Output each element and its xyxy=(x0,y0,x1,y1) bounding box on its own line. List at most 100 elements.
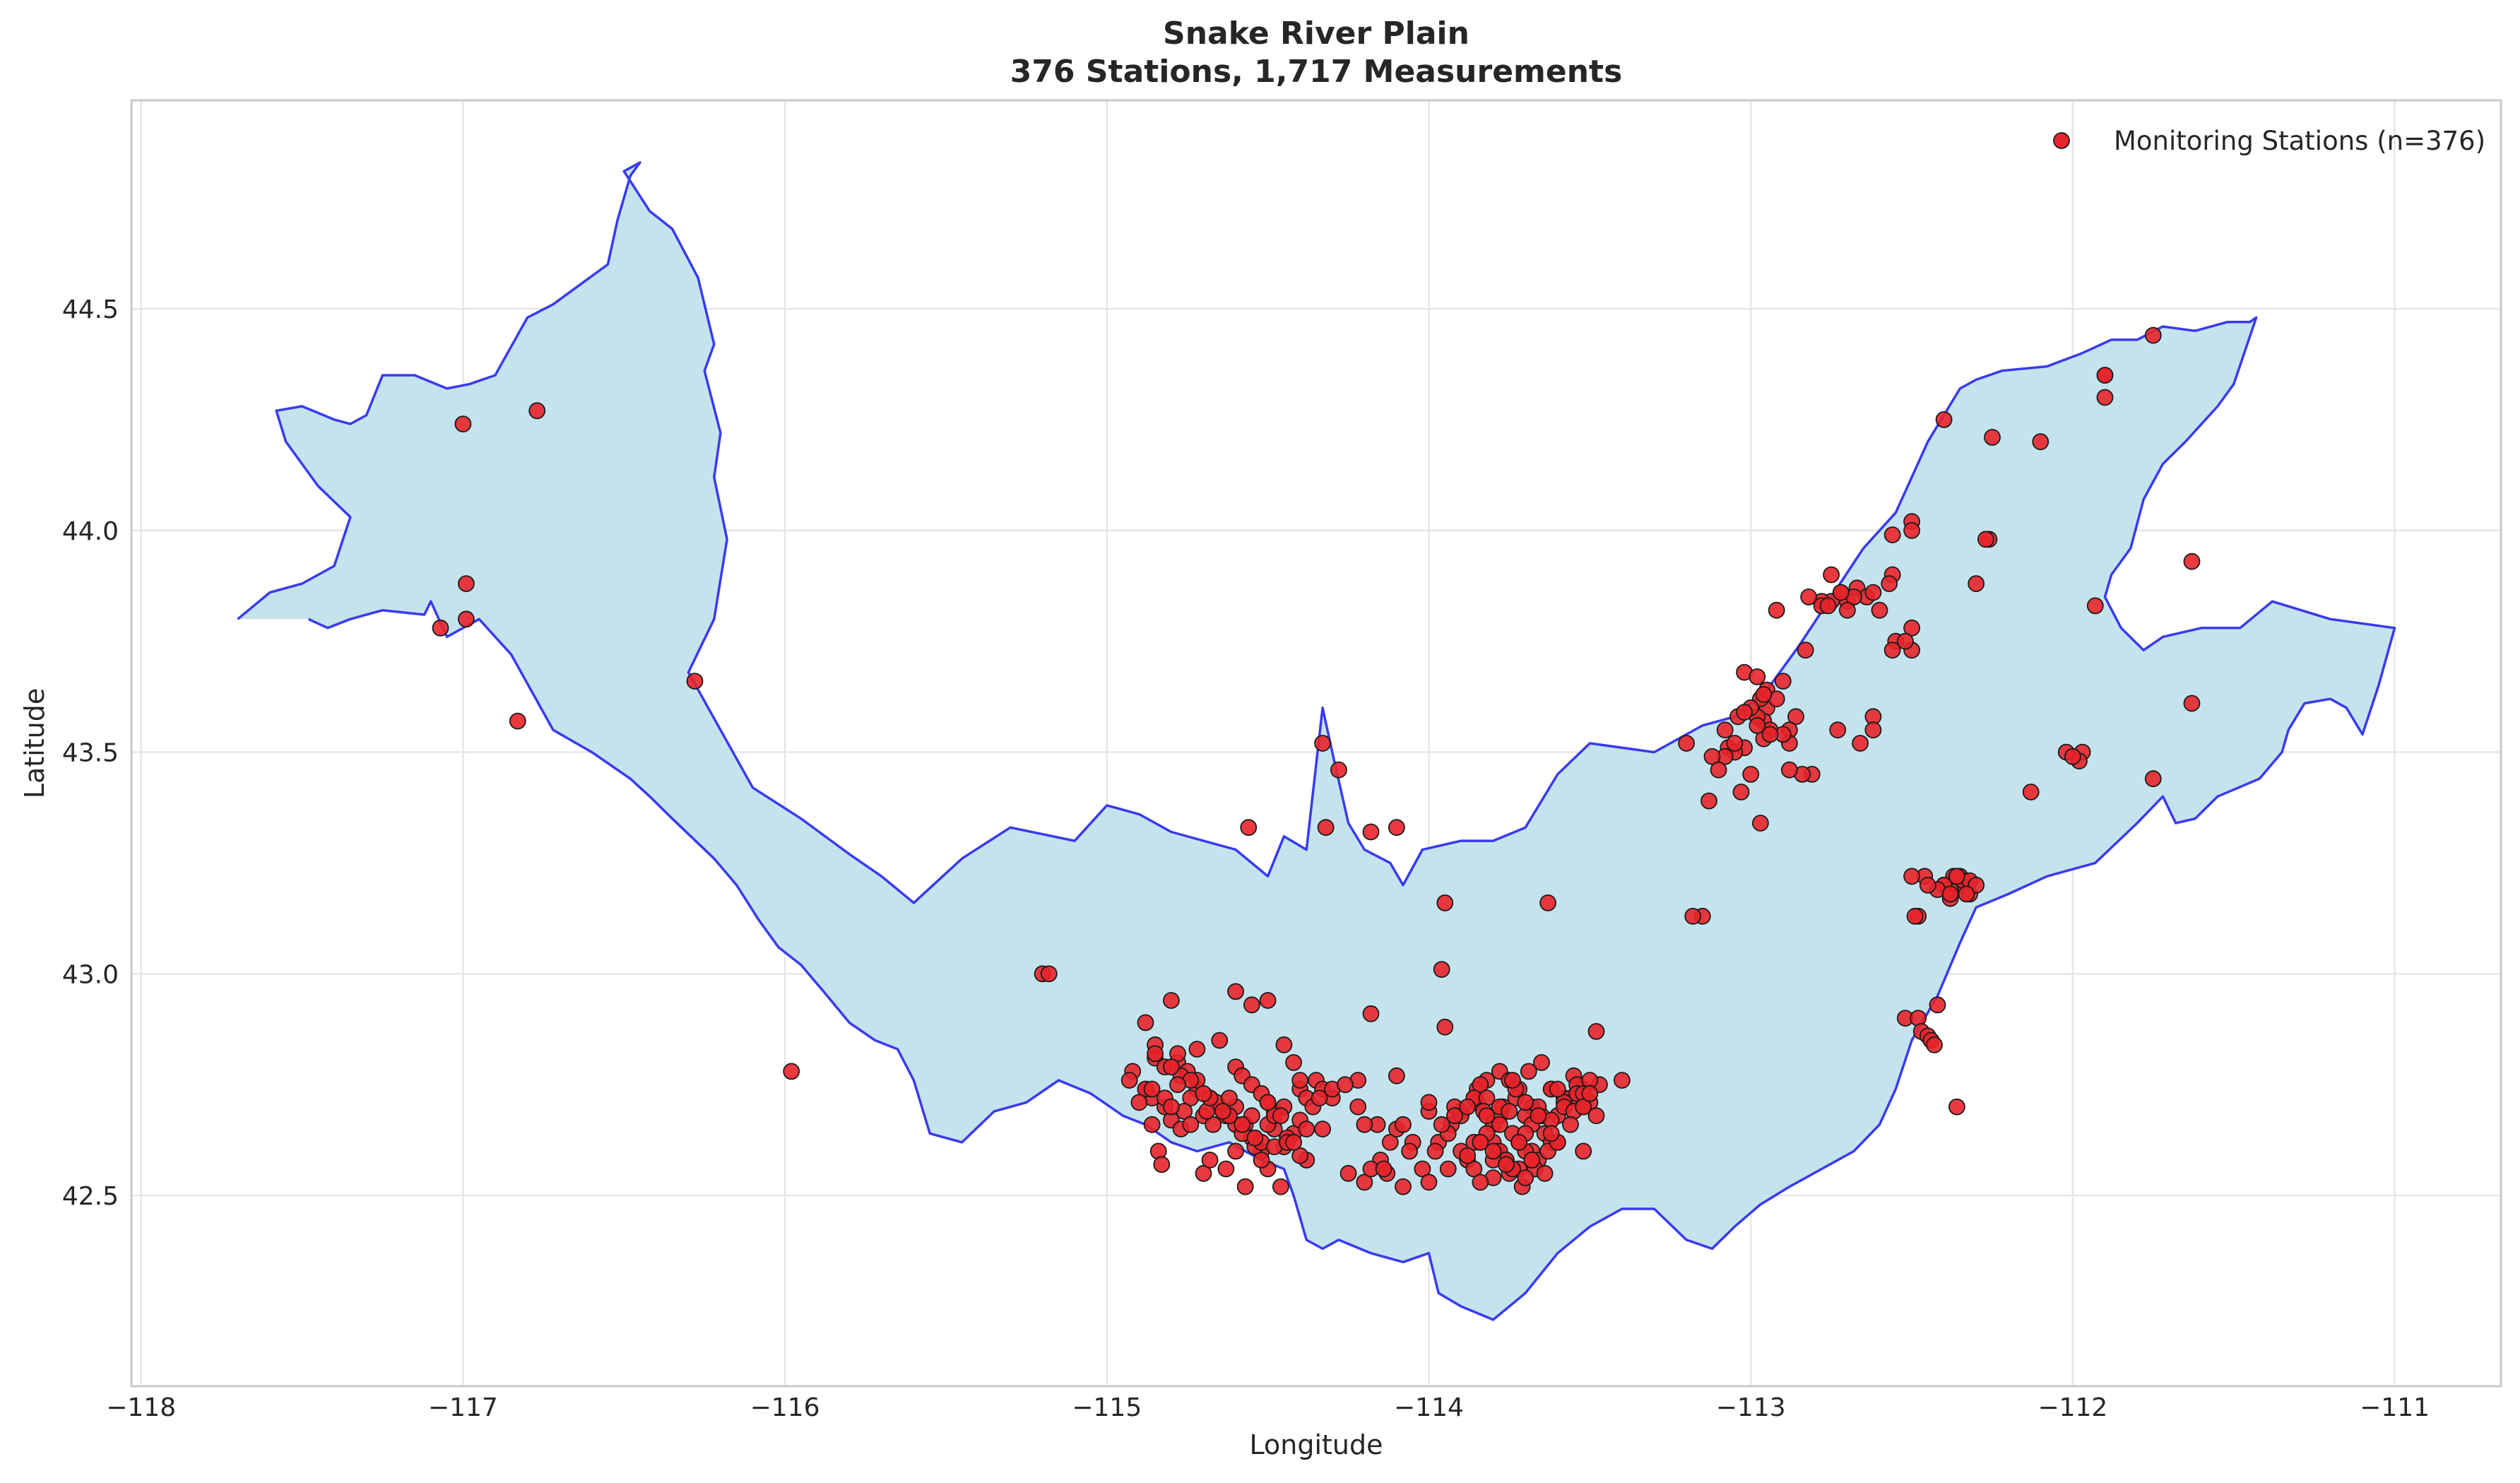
station-point xyxy=(1958,885,1975,903)
station-point xyxy=(1227,1142,1244,1160)
station-point xyxy=(1935,411,1953,428)
station-point xyxy=(1236,1178,1254,1195)
station-point xyxy=(1926,1036,1943,1053)
y-tick-label: 44.0 xyxy=(62,517,119,546)
station-point xyxy=(1903,619,1921,637)
station-point xyxy=(1420,1174,1438,1191)
station-point xyxy=(1143,1080,1161,1098)
station-point xyxy=(1375,1160,1392,1178)
station-point xyxy=(1700,792,1717,810)
station-point xyxy=(1478,1107,1496,1125)
station-point xyxy=(1436,894,1454,911)
legend-marker xyxy=(2053,132,2070,149)
station-point xyxy=(1436,1018,1454,1036)
legend-label: Monitoring Stations (n=376) xyxy=(2114,126,2485,156)
station-point xyxy=(1291,1072,1309,1089)
station-point xyxy=(1339,1164,1357,1182)
station-point xyxy=(1388,819,1405,837)
station-point xyxy=(1227,983,1244,1000)
station-point xyxy=(1217,1160,1235,1178)
station-point xyxy=(1864,721,1882,739)
station-point xyxy=(1736,704,1753,721)
station-point xyxy=(1169,1076,1186,1094)
station-point xyxy=(1523,1152,1541,1169)
station-point xyxy=(1497,1156,1515,1174)
y-tick-label: 43.5 xyxy=(62,739,119,768)
y-axis-label: Latitude xyxy=(19,688,50,798)
station-point xyxy=(1420,1094,1438,1111)
station-point xyxy=(1362,823,1380,841)
station-point xyxy=(1388,1067,1405,1085)
station-point xyxy=(1742,766,1760,783)
station-point xyxy=(1188,1041,1206,1058)
station-point xyxy=(1182,1116,1200,1133)
station-point xyxy=(1221,1089,1238,1106)
station-point xyxy=(1968,575,1985,592)
station-point xyxy=(1169,1045,1186,1063)
station-point xyxy=(1147,1045,1164,1063)
station-point xyxy=(1838,601,1856,619)
station-point xyxy=(2032,433,2049,451)
snake-river-plain-region xyxy=(237,161,2396,1321)
station-point xyxy=(2096,389,2114,406)
station-point xyxy=(1716,721,1734,739)
station-point xyxy=(1285,1054,1302,1071)
station-point xyxy=(1575,1142,1592,1160)
station-point xyxy=(1275,1036,1293,1053)
station-point xyxy=(1613,1072,1631,1089)
station-point xyxy=(1780,761,1798,779)
station-point xyxy=(783,1063,800,1080)
station-point xyxy=(1246,1129,1264,1147)
station-point xyxy=(1871,601,1888,619)
station-point xyxy=(1832,584,1850,601)
legend: Monitoring Stations (n=376) xyxy=(2053,126,2485,156)
station-point xyxy=(1362,1005,1380,1022)
station-point xyxy=(1852,735,1869,752)
station-point xyxy=(1883,642,1901,659)
station-point xyxy=(1163,992,1180,1009)
station-point xyxy=(1800,589,1818,605)
station-point xyxy=(1040,965,1058,983)
station-point xyxy=(1797,642,1814,659)
station-point xyxy=(2144,326,2162,344)
station-point xyxy=(1530,1107,1547,1125)
station-point xyxy=(1330,761,1347,779)
station-point xyxy=(1883,526,1901,543)
station-point xyxy=(1414,1160,1431,1178)
station-point xyxy=(1948,1098,1965,1116)
station-point xyxy=(1163,1098,1180,1116)
station-point xyxy=(1710,761,1727,779)
station-point xyxy=(1120,1072,1138,1089)
station-point xyxy=(1829,721,1847,739)
station-point xyxy=(1929,996,1946,1014)
station-point xyxy=(1755,686,1773,703)
map-subtitle: 376 Stations, 1,717 Measurements xyxy=(1010,54,1623,90)
station-point xyxy=(1401,1142,1419,1160)
station-point xyxy=(1426,1142,1444,1160)
station-point xyxy=(1317,819,1335,837)
station-point xyxy=(1201,1152,1219,1169)
station-point xyxy=(432,619,449,637)
station-point xyxy=(1439,1160,1457,1178)
station-point xyxy=(1549,1080,1566,1098)
station-point xyxy=(1761,726,1779,743)
station-point xyxy=(1314,735,1331,752)
station-point xyxy=(1259,1094,1277,1111)
station-point xyxy=(1253,1152,1270,1169)
station-point xyxy=(1517,1094,1534,1111)
station-point xyxy=(1703,748,1721,765)
station-point xyxy=(1465,1160,1483,1178)
x-tick-label: −117 xyxy=(428,1393,498,1422)
station-point xyxy=(1395,1178,1412,1195)
station-point xyxy=(1472,1174,1489,1191)
station-point xyxy=(1472,1133,1489,1151)
station-point xyxy=(1446,1107,1463,1125)
station-point xyxy=(1381,1133,1399,1151)
station-point xyxy=(1587,1107,1605,1125)
station-point xyxy=(1356,1116,1373,1133)
station-point xyxy=(1881,575,1898,592)
station-point xyxy=(2022,784,2040,800)
station-point xyxy=(1864,584,1882,601)
station-point xyxy=(686,673,704,690)
station-point xyxy=(1542,1125,1560,1142)
